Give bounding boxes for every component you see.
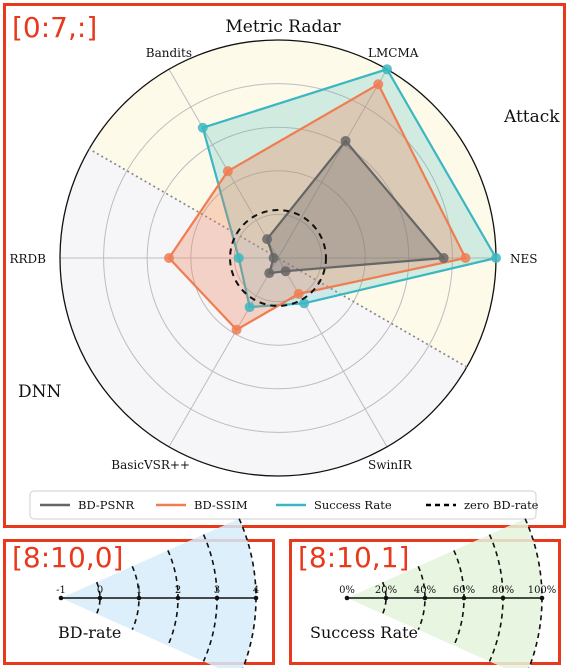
scale-tick	[253, 595, 259, 601]
bd-rate-scale: -1 0 1 2 3 4 BD-rate	[56, 518, 259, 668]
legend-label: BD-PSNR	[78, 498, 134, 512]
data-point-bd-ssim	[293, 288, 304, 299]
bd-rate-panel: [8:10,0] -1 0 1 2 3 4 BD-rate	[3, 518, 275, 668]
axis-spoke	[277, 68, 388, 259]
bd-rate-title: BD-rate	[58, 623, 121, 642]
attack-region	[89, 39, 497, 368]
axis-label: Bandits	[146, 46, 192, 60]
scale-tick-label: 3	[214, 585, 220, 596]
data-point-bd-psnr	[340, 135, 351, 146]
data-point-bd-psnr	[280, 266, 291, 277]
success-rate-panel: [8:10,1] 0% 20% 40% 60% 80% 100% Success Rate	[289, 518, 561, 668]
radar-title: Metric Radar	[225, 17, 341, 37]
scale-tick-label: 1	[136, 585, 142, 596]
success-rate-title: Success Rate	[310, 623, 418, 642]
data-point-success-rate	[491, 253, 501, 263]
panel-tag-sr: [8:10,1]	[298, 541, 410, 574]
scale-tick-label: 0	[97, 585, 103, 596]
scale-wedge	[347, 518, 542, 668]
panel-tag-bd: [8:10,0]	[12, 541, 124, 574]
axis-label: NES	[510, 252, 537, 266]
scale-wedge	[61, 518, 256, 668]
scale-tick-label: 100%	[528, 585, 557, 596]
data-point-success-rate	[197, 122, 208, 133]
data-point-bd-ssim	[373, 79, 384, 90]
scale-tick	[539, 595, 545, 601]
scale-tick	[500, 595, 506, 601]
scale-arc	[95, 581, 101, 615]
scale-tick-label: 40%	[414, 585, 436, 596]
scale-tick	[344, 595, 350, 601]
scale-tick	[58, 595, 64, 601]
data-point-bd-psnr	[438, 253, 449, 263]
region-label-attack: Attack	[503, 107, 560, 127]
success-rate-scale: 0% 20% 40% 60% 80% 100% Success Rate	[310, 518, 557, 668]
axis-spoke	[277, 257, 388, 448]
axis-label: BasicVSR++	[111, 458, 190, 472]
legend-label: Success Rate	[314, 498, 392, 512]
scale-tick-label: 2	[175, 585, 181, 596]
scale-tick	[383, 595, 389, 601]
data-point-success-rate	[244, 302, 255, 313]
zero-bd-rate-circle	[229, 209, 327, 307]
data-point-bd-ssim	[231, 324, 242, 335]
scale-tick	[422, 595, 428, 601]
radar-chart: Metric Radar NES LMCMA Bandits RRDB BasicVSR…	[9, 17, 560, 520]
panel-tag-main: [0:7,:]	[12, 11, 98, 44]
axis-label: SwinIR	[368, 458, 413, 472]
scale-tick-label: 20%	[375, 585, 397, 596]
scale-tick	[214, 595, 220, 601]
data-point-success-rate	[382, 64, 392, 75]
data-point-bd-psnr	[264, 268, 275, 279]
legend-label: zero BD-rate	[464, 498, 539, 512]
data-point-bd-psnr	[262, 234, 273, 245]
scale-tick	[175, 595, 181, 601]
dnn-region	[60, 149, 467, 476]
region-label-dnn: DNN	[18, 382, 62, 402]
axis-spoke	[168, 257, 279, 448]
data-point-success-rate	[233, 253, 244, 263]
data-point-bd-psnr	[268, 253, 279, 263]
data-point-bd-ssim	[164, 253, 174, 263]
legend: BD-PSNR BD-SSIM Success Rate zero BD-rate	[29, 490, 539, 520]
data-point-success-rate	[299, 298, 310, 309]
scale-tick-label: 80%	[492, 585, 514, 596]
scale-tick-label: 60%	[453, 585, 475, 596]
data-point-bd-ssim	[460, 253, 471, 263]
data-point-bd-ssim	[222, 166, 233, 177]
axis-spoke	[168, 68, 279, 259]
legend-label: BD-SSIM	[194, 498, 248, 512]
radar-panel: [0:7,:] Metric Radar NES LMCMA Bandits RRDB…	[3, 3, 566, 528]
scale-tick	[97, 595, 103, 601]
scale-tick-label: 0%	[339, 585, 355, 596]
axis-label: LMCMA	[368, 46, 419, 60]
scale-tick-label: -1	[56, 585, 66, 596]
scale-tick	[136, 595, 142, 601]
scale-tick	[461, 595, 467, 601]
scale-tick-label: 4	[253, 585, 259, 596]
axis-label: RRDB	[9, 252, 46, 266]
scale-arc	[381, 581, 387, 615]
